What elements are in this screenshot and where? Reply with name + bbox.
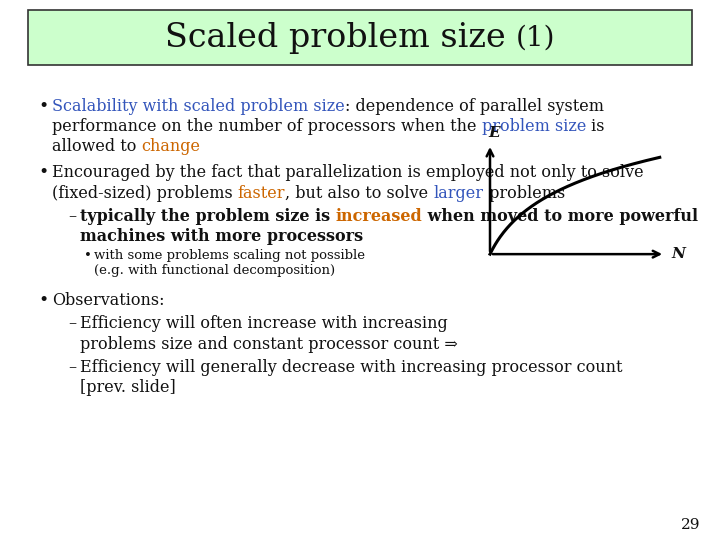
Text: Efficiency will often increase with increasing: Efficiency will often increase with incr… [80,315,448,333]
Text: problems: problems [484,185,565,201]
Text: [prev. slide]: [prev. slide] [80,379,176,396]
Text: Encouraged by the fact that parallelization is employed not only to solve: Encouraged by the fact that parallelizat… [52,164,644,181]
Text: : dependence of parallel system: : dependence of parallel system [345,98,604,115]
Text: typically the problem size is: typically the problem size is [80,208,336,225]
Text: Observations:: Observations: [52,292,164,309]
Text: problems size and constant processor count ⇒: problems size and constant processor cou… [80,335,458,353]
Text: increased: increased [336,208,423,225]
FancyBboxPatch shape [28,10,692,65]
Text: problem size: problem size [482,118,586,135]
Text: •: • [38,292,48,309]
Text: allowed to: allowed to [52,138,142,156]
Text: , but also to solve: , but also to solve [285,185,433,201]
Text: Scaled problem size: Scaled problem size [165,22,516,54]
Text: (e.g. with functional decomposition): (e.g. with functional decomposition) [94,264,335,277]
Text: with some problems scaling not possible: with some problems scaling not possible [94,249,365,262]
Text: Efficiency will generally decrease with increasing processor count: Efficiency will generally decrease with … [80,359,623,376]
Text: (fixed-sized) problems: (fixed-sized) problems [52,185,238,201]
Text: Scalability with scaled problem size: Scalability with scaled problem size [52,98,345,115]
Text: change: change [142,138,200,156]
Text: is: is [586,118,605,135]
Text: –: – [68,359,76,376]
Text: •: • [38,164,48,181]
Text: performance on the number of processors when the: performance on the number of processors … [52,118,482,135]
Text: E: E [488,126,500,140]
Text: when moved to more powerful: when moved to more powerful [423,208,698,225]
Text: machines with more processors: machines with more processors [80,228,363,245]
Text: •: • [84,249,92,262]
Text: –: – [68,208,76,225]
Text: N: N [671,247,685,261]
Text: –: – [68,315,76,333]
Text: larger: larger [433,185,484,201]
Text: (1): (1) [516,24,555,51]
Text: faster: faster [238,185,285,201]
Text: 29: 29 [680,518,700,532]
Text: •: • [38,98,48,115]
